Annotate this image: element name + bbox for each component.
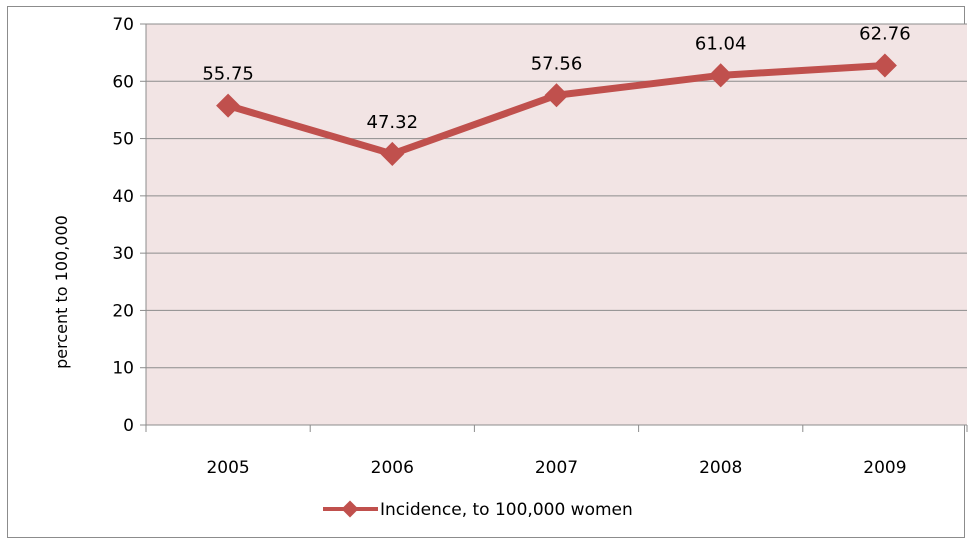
x-tick-label: 2009 xyxy=(863,458,906,478)
y-tick-label: 0 xyxy=(123,416,134,436)
data-label: 62.76 xyxy=(859,23,911,44)
data-point-marker xyxy=(708,63,733,88)
data-label: 57.56 xyxy=(531,53,583,74)
x-tick-label: 2007 xyxy=(535,458,578,478)
y-tick-label: 40 xyxy=(112,187,134,207)
y-tick-label: 50 xyxy=(112,130,134,150)
y-tick-label: 10 xyxy=(112,359,134,379)
data-point-marker xyxy=(380,141,405,166)
y-tick-label: 70 xyxy=(112,15,134,35)
data-label: 55.75 xyxy=(202,64,254,85)
x-tick-label: 2008 xyxy=(699,458,742,478)
legend-label: Incidence, to 100,000 women xyxy=(380,500,633,520)
y-tick-label: 30 xyxy=(112,244,134,264)
y-axis-title: percent to 100,000 xyxy=(52,215,71,369)
data-point-marker xyxy=(872,53,897,78)
legend: Incidence, to 100,000 women xyxy=(323,500,633,520)
x-tick-label: 2006 xyxy=(371,458,414,478)
data-label: 47.32 xyxy=(367,112,419,133)
data-point-marker xyxy=(544,83,569,108)
x-tick-label: 2005 xyxy=(206,458,249,478)
data-point-marker xyxy=(216,93,241,118)
y-tick-label: 60 xyxy=(112,72,134,92)
y-tick-label: 20 xyxy=(112,301,134,321)
legend-marker xyxy=(341,500,359,518)
data-label: 61.04 xyxy=(695,33,747,54)
